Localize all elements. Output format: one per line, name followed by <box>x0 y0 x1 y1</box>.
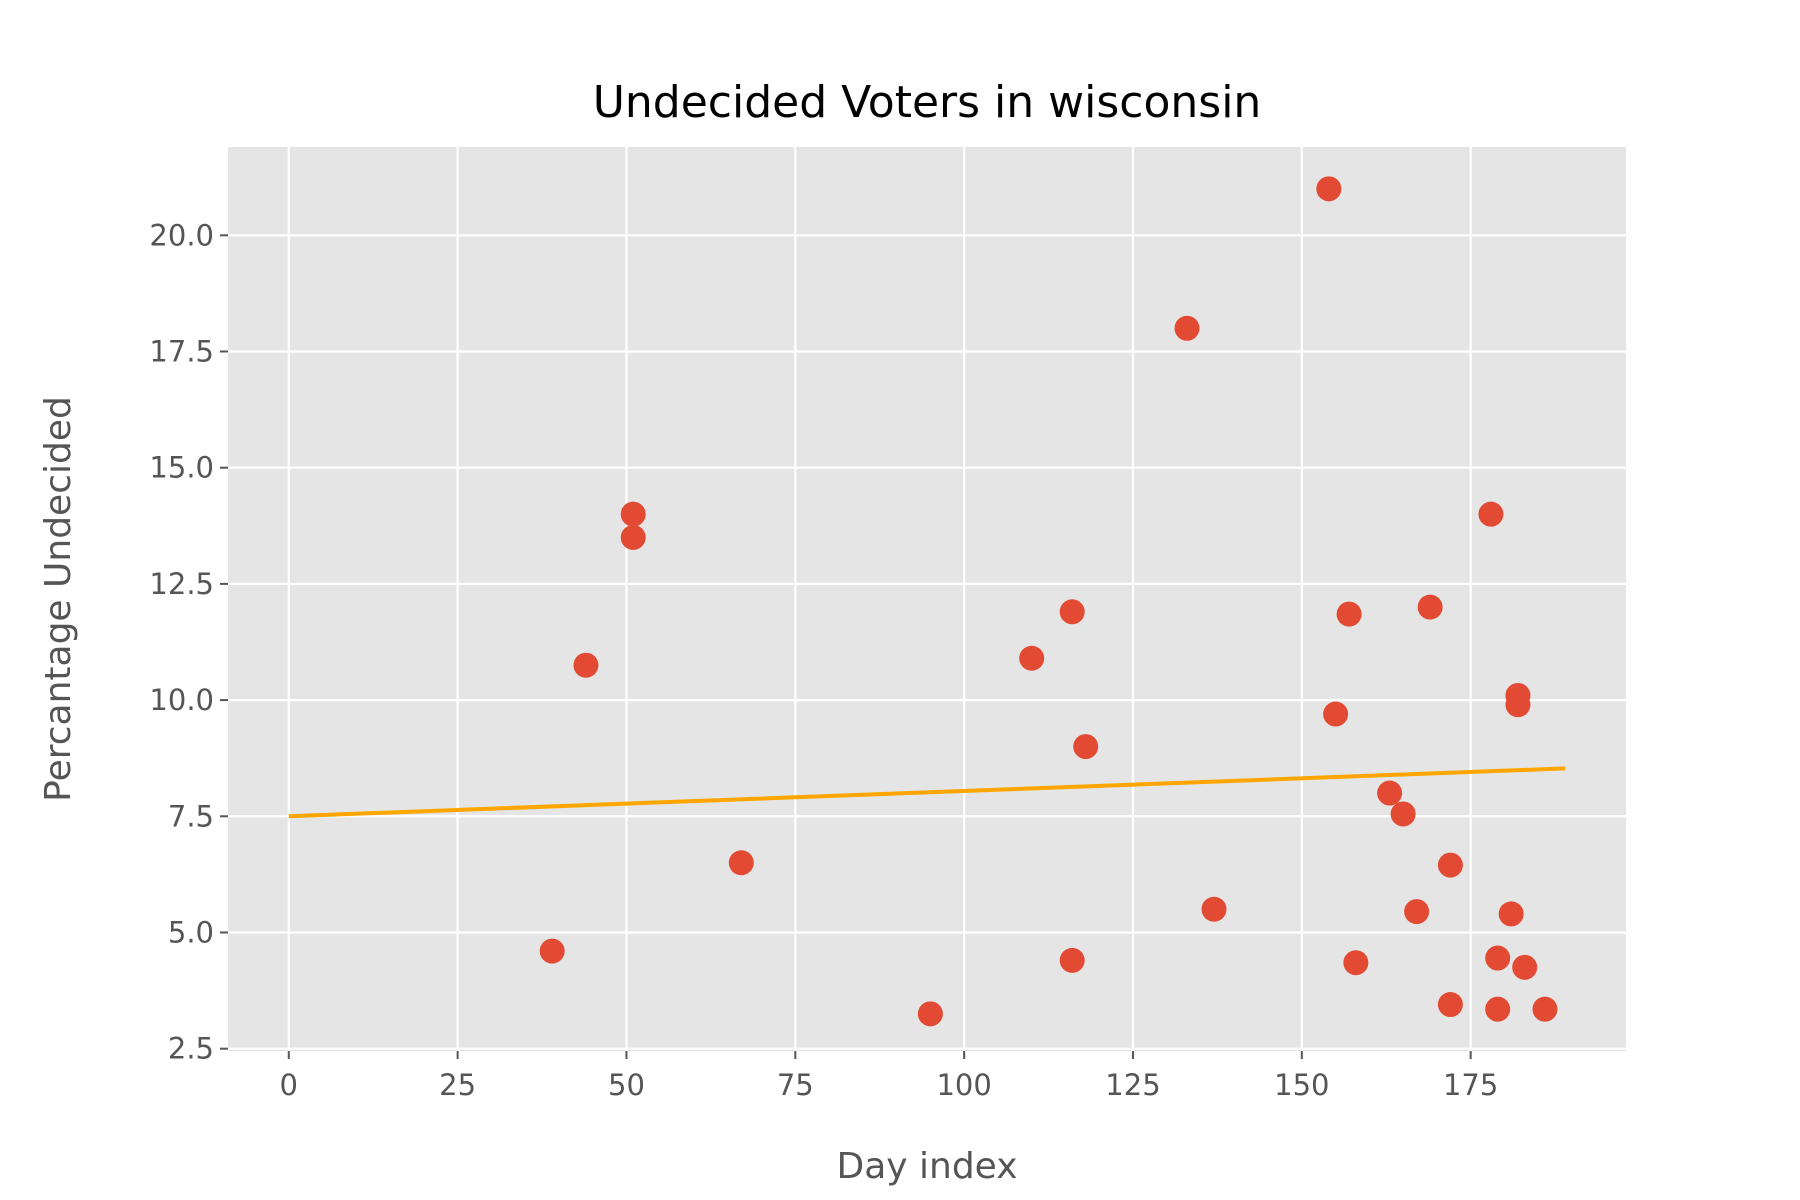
scatter-point <box>1485 996 1511 1022</box>
scatter-point <box>620 501 646 527</box>
scatter-point <box>1437 992 1463 1018</box>
x-tick-label: 175 <box>1443 1068 1498 1102</box>
scatter-point <box>1390 801 1416 827</box>
y-axis-label: Percantage Undecided <box>38 396 79 802</box>
trend-line <box>288 766 1566 819</box>
y-tick-label: 2.5 <box>168 1032 214 1066</box>
scatter-point <box>1073 734 1099 760</box>
scatter-point <box>1404 899 1430 925</box>
chart-title: Undecided Voters in wisconsin <box>593 77 1262 128</box>
scatter-point <box>1377 780 1403 806</box>
y-tick-label: 12.5 <box>149 567 214 601</box>
scatter-point <box>1512 954 1538 980</box>
scatter-point <box>1174 315 1200 341</box>
scatter-point <box>1059 947 1085 973</box>
scatter-point <box>620 524 646 550</box>
scatter-point <box>728 850 754 876</box>
scatter-point <box>573 652 599 678</box>
x-tick-label: 150 <box>1274 1068 1329 1102</box>
scatter-point <box>1343 950 1369 976</box>
y-tick-label: 15.0 <box>149 451 214 485</box>
scatter-point <box>1498 901 1524 927</box>
x-tick-label: 100 <box>936 1068 991 1102</box>
x-tick-label: 75 <box>777 1068 814 1102</box>
scatter-point <box>1316 176 1342 202</box>
x-axis-ticks: 0 25 50 75 100 125 150 175 <box>280 1051 1498 1102</box>
scatter-point <box>1019 645 1045 671</box>
plot-area <box>228 147 1626 1051</box>
scatter-point <box>1437 852 1463 878</box>
x-tick-label: 125 <box>1105 1068 1160 1102</box>
scatter-point <box>1532 996 1558 1022</box>
y-axis-ticks: 2.5 5.0 7.5 10.0 12.5 15.0 17.5 20.0 <box>149 218 228 1066</box>
scatter-point <box>1478 501 1504 527</box>
scatter-point <box>1201 896 1227 922</box>
x-tick-label: 50 <box>608 1068 645 1102</box>
y-tick-label: 7.5 <box>168 799 214 833</box>
y-tick-label: 10.0 <box>149 683 214 717</box>
scatter-point <box>1417 594 1443 620</box>
scatter-point <box>539 938 565 964</box>
scatter-point <box>1336 601 1362 627</box>
y-tick-label: 17.5 <box>149 335 214 369</box>
y-tick-label: 20.0 <box>149 218 214 252</box>
x-tick-label: 25 <box>439 1068 476 1102</box>
scatter-point <box>1505 692 1531 718</box>
scatter-point <box>1323 701 1349 727</box>
scatter-point <box>917 1001 943 1027</box>
scatter-point <box>1485 945 1511 971</box>
x-axis-label: Day index <box>836 1146 1017 1187</box>
x-tick-label: 0 <box>280 1068 298 1102</box>
y-tick-label: 5.0 <box>168 915 214 949</box>
scatter-point <box>1059 599 1085 625</box>
series-layer <box>288 176 1566 1027</box>
